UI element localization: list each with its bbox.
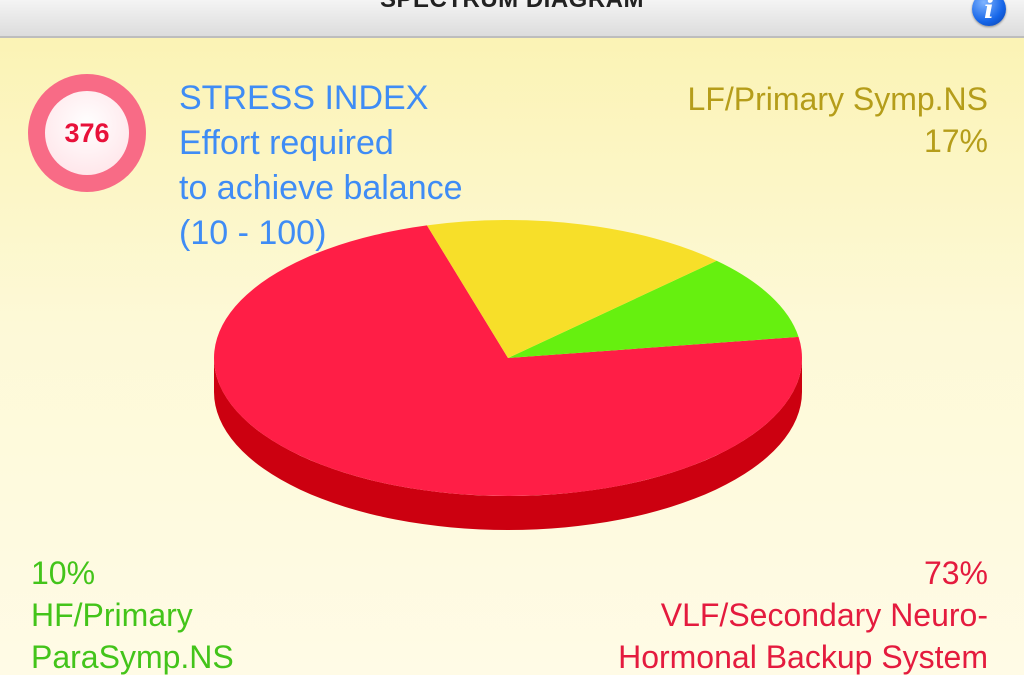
window-title: SPECTRUM DIAGRAM [0,0,1024,14]
hf-percent: 10% [31,555,96,591]
stress-index-badge: 376 [28,74,146,192]
lf-slice [426,220,717,358]
stress-index-description: STRESS INDEX Effort required to achieve … [179,76,463,256]
info-icon[interactable]: i [972,0,1006,26]
stress-index-line-2: to achieve balance [179,169,463,207]
vlf-legend: 73% VLF/Secondary Neuro- Hormonal Backup… [618,552,988,678]
vlf-percent: 73% [923,555,988,591]
lf-percent: 17% [923,123,988,159]
hf-label-line-2: ParaSymp.NS [31,639,234,675]
lf-legend: LF/Primary Symp.NS 17% [688,78,988,162]
vlf-label-line-1: VLF/Secondary Neuro- [660,597,988,633]
hf-label-line-1: HF/Primary [31,597,193,633]
vlf-slice [213,225,802,497]
stress-index-title: STRESS INDEX [179,79,429,117]
title-bar: SPECTRUM DIAGRAM i [0,0,1024,38]
stress-index-line-3: (10 - 100) [179,214,327,252]
stress-index-value: 376 [45,91,129,175]
hf-legend: 10% HF/Primary ParaSymp.NS [31,552,234,678]
lf-label: LF/Primary Symp.NS [687,81,988,117]
vlf-slice-side [214,358,802,530]
hf-slice [508,260,799,358]
vlf-label-line-2: Hormonal Backup System [618,639,988,675]
stress-index-line-1: Effort required [179,124,394,162]
